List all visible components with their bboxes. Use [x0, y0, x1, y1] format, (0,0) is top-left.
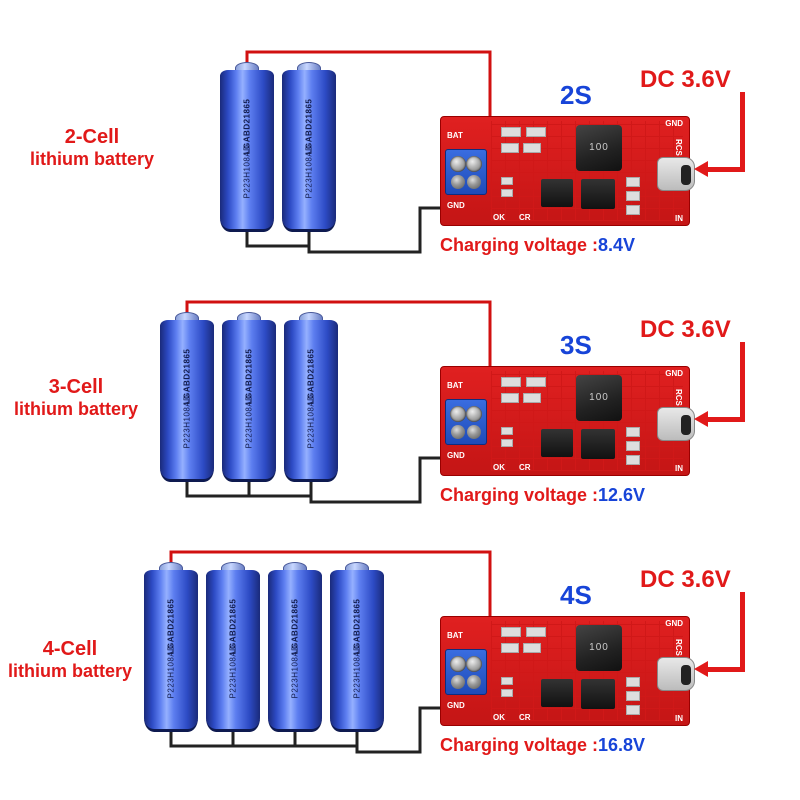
charging-prefix: Charging voltage : — [440, 235, 598, 255]
dc-input-label: DC 3.6V — [640, 316, 731, 344]
charging-prefix: Charging voltage : — [440, 735, 598, 755]
dc-input-label: DC 3.6V — [640, 66, 731, 94]
charger-pcb: 100 BAT GND OK CR IN RCS GND — [440, 366, 690, 476]
charging-voltage-label: Charging voltage :8.4V — [440, 235, 635, 256]
cell-count-label: 3-Cell lithium battery — [14, 376, 138, 420]
charging-voltage-label: Charging voltage :12.6V — [440, 485, 645, 506]
series-label: 3S — [560, 330, 592, 361]
dc-input-arrow — [700, 592, 760, 682]
charger-pcb: 100 BAT GND OK CR IN RCS GND — [440, 616, 690, 726]
config-row-3s: 3-Cell lithium battery LGABD21865 P223H1… — [0, 280, 800, 520]
cell-count-label: 4-Cell lithium battery — [8, 638, 132, 682]
ic-chip — [581, 429, 615, 459]
charging-value: 16.8V — [598, 735, 645, 755]
battery-pack: LGABD21865 P223H108AD LGABD21865 P223H10… — [144, 562, 384, 732]
ic-chip — [581, 679, 615, 709]
ic-chip — [541, 179, 573, 207]
charger-pcb: 100 BAT GND OK CR IN RCS GND — [440, 116, 690, 226]
battery-cell: LGABD21865 P223H108AD — [220, 62, 274, 232]
usb-c-port — [657, 157, 695, 191]
battery-cell: LGABD21865 P223H108AD — [160, 312, 214, 482]
battery-pack: LGABD21865 P223H108AD LGABD21865 P223H10… — [220, 62, 336, 232]
screw-terminal — [445, 649, 487, 695]
screw-terminal — [445, 399, 487, 445]
dc-input-label: DC 3.6V — [640, 566, 731, 594]
charging-prefix: Charging voltage : — [440, 485, 598, 505]
dc-input-arrow — [700, 342, 760, 432]
charging-voltage-label: Charging voltage :16.8V — [440, 735, 645, 756]
battery-cell: LGABD21865 P223H108AD — [330, 562, 384, 732]
config-row-4s: 4-Cell lithium battery LGABD21865 P223H1… — [0, 530, 800, 770]
charging-value: 8.4V — [598, 235, 635, 255]
series-label: 4S — [560, 580, 592, 611]
battery-cell: LGABD21865 P223H108AD — [206, 562, 260, 732]
battery-cell: LGABD21865 P223H108AD — [222, 312, 276, 482]
charging-value: 12.6V — [598, 485, 645, 505]
config-row-2s: 2-Cell lithium battery LGABD21865 P223H1… — [0, 30, 800, 270]
battery-cell: LGABD21865 P223H108AD — [284, 312, 338, 482]
cell-subtitle: lithium battery — [14, 399, 138, 420]
battery-cell: LGABD21865 P223H108AD — [268, 562, 322, 732]
ic-chip — [541, 679, 573, 707]
battery-cell: LGABD21865 P223H108AD — [282, 62, 336, 232]
cell-title: 2-Cell — [30, 126, 154, 149]
battery-pack: LGABD21865 P223H108AD LGABD21865 P223H10… — [160, 312, 338, 482]
ic-chip — [581, 179, 615, 209]
battery-cell: LGABD21865 P223H108AD — [144, 562, 198, 732]
usb-c-port — [657, 657, 695, 691]
usb-c-port — [657, 407, 695, 441]
inductor: 100 — [576, 375, 622, 421]
dc-input-arrow — [700, 92, 760, 182]
cell-title: 3-Cell — [14, 376, 138, 399]
series-label: 2S — [560, 80, 592, 111]
inductor: 100 — [576, 125, 622, 171]
cell-subtitle: lithium battery — [8, 661, 132, 682]
screw-terminal — [445, 149, 487, 195]
inductor: 100 — [576, 625, 622, 671]
cell-count-label: 2-Cell lithium battery — [30, 126, 154, 170]
ic-chip — [541, 429, 573, 457]
cell-title: 4-Cell — [8, 638, 132, 661]
cell-subtitle: lithium battery — [30, 149, 154, 170]
